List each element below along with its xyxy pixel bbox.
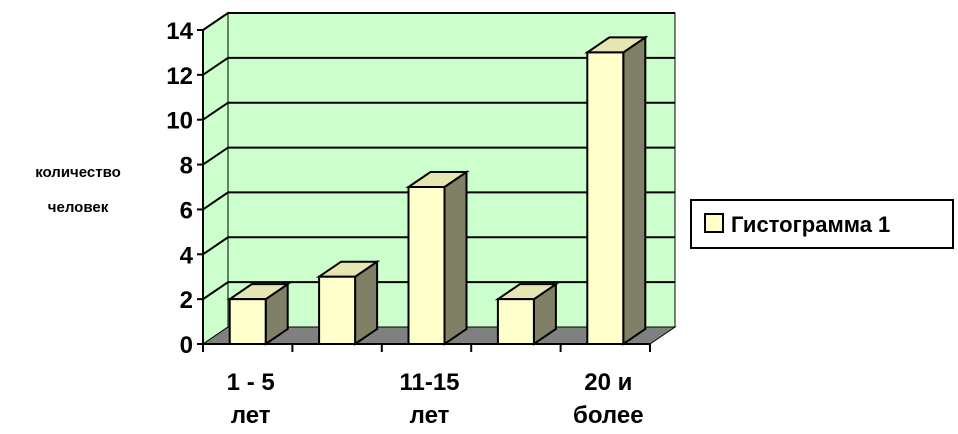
gridline (202, 236, 675, 256)
y-axis-title-line-2: человек (48, 199, 109, 216)
gridline (202, 191, 675, 211)
legend-swatch (704, 213, 724, 233)
y-tick-label: 10 (166, 108, 193, 135)
gridline (202, 56, 675, 76)
bar (494, 282, 560, 346)
bar-side (443, 170, 468, 346)
bar (226, 282, 291, 346)
legend: Гистограмма 1 (690, 199, 954, 249)
bar (584, 35, 649, 346)
bar-front (228, 298, 267, 345)
bar-front (586, 51, 625, 346)
bar-side (622, 35, 647, 346)
gridlines (202, 12, 675, 300)
bar-front (318, 275, 357, 346)
gridline (202, 101, 675, 121)
x-tick-label: 20 и (584, 369, 632, 396)
y-axis-title-line-1: количество (35, 164, 121, 181)
bar (405, 170, 470, 346)
bars (226, 35, 649, 346)
y-tick-label: 6 (180, 197, 193, 224)
x-tick-label: 11-15 (399, 369, 459, 396)
y-tick-label: 0 (180, 332, 193, 359)
y-tick-label: 14 (166, 18, 193, 45)
x-tick-label: лет (231, 402, 271, 429)
y-tick-label: 12 (166, 63, 193, 90)
y-tick-label: 2 (180, 287, 193, 314)
y-tick-label: 4 (180, 242, 194, 269)
legend-box (690, 199, 954, 249)
bar-front (407, 186, 446, 345)
y-axis-title: количество человек (35, 164, 121, 216)
gridline (202, 146, 675, 166)
x-tick-label: более (573, 402, 644, 429)
gridline (202, 12, 675, 31)
side-wall (202, 12, 229, 345)
y-tick-labels: 0 2 4 6 8 10 12 14 (166, 18, 193, 359)
x-tick-label: лет (410, 402, 450, 429)
x-tick-label: 1 - 5 (227, 369, 275, 396)
bar (315, 259, 381, 346)
x-tick-labels: 1 - 5 лет 11-15 лет 20 и более (227, 369, 644, 429)
bar-front (496, 298, 535, 345)
gridline (202, 281, 675, 300)
y-tick-label: 8 (180, 153, 193, 180)
legend-label: Гистограмма 1 (731, 212, 890, 237)
